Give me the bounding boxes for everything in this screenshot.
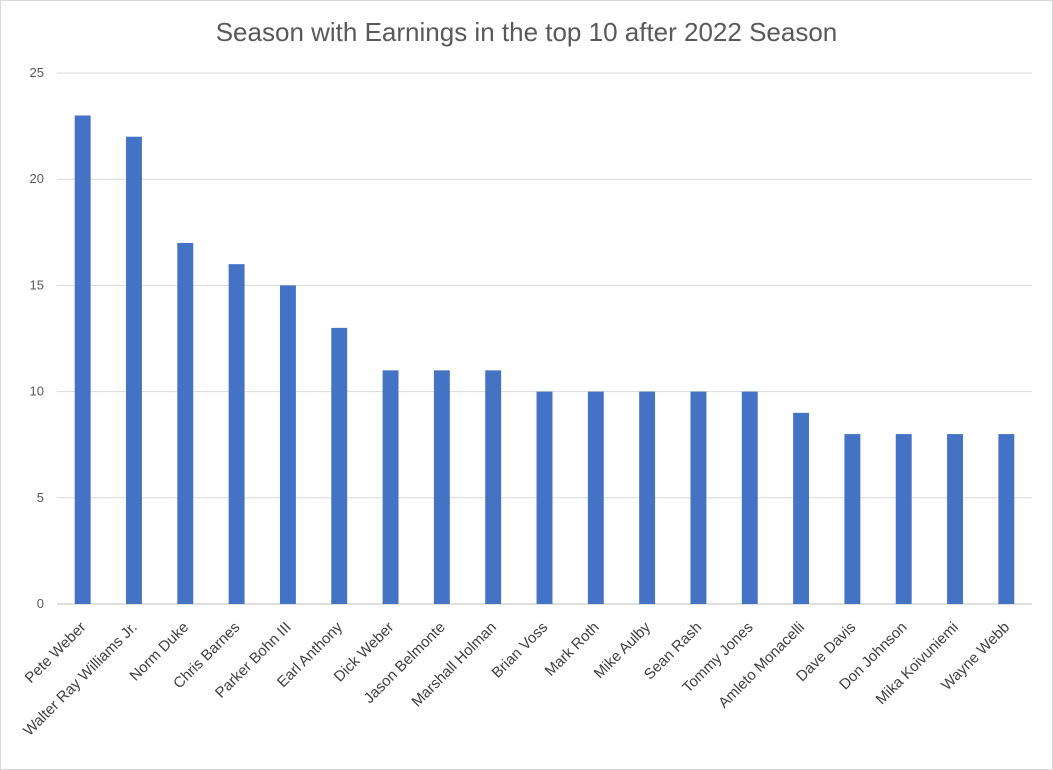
bar	[895, 434, 912, 604]
chart-title: Season with Earnings in the top 10 after…	[215, 17, 838, 47]
bar	[639, 391, 656, 604]
bar	[228, 264, 245, 604]
y-tick-label: 25	[30, 65, 44, 80]
bar	[279, 285, 296, 604]
bar	[485, 370, 502, 604]
bar	[741, 391, 758, 604]
y-tick-label: 0	[37, 596, 44, 611]
y-tick-label: 20	[30, 171, 44, 186]
y-tick-label: 5	[37, 490, 44, 505]
bar	[177, 242, 194, 605]
bar	[690, 391, 707, 604]
bar	[382, 370, 399, 604]
bar	[536, 391, 553, 604]
x-tick-label: Brian Voss	[489, 619, 552, 682]
bar	[793, 412, 810, 604]
bar	[587, 391, 604, 604]
x-tick-label: Amleto Monacelli	[715, 619, 808, 712]
bar	[844, 434, 861, 604]
bar	[126, 136, 142, 604]
bar	[331, 327, 348, 604]
bar	[74, 115, 91, 604]
y-tick-label: 10	[30, 384, 44, 399]
bar	[998, 434, 1015, 604]
bar	[433, 370, 450, 604]
y-tick-label: 15	[30, 277, 44, 292]
bar	[947, 434, 963, 604]
